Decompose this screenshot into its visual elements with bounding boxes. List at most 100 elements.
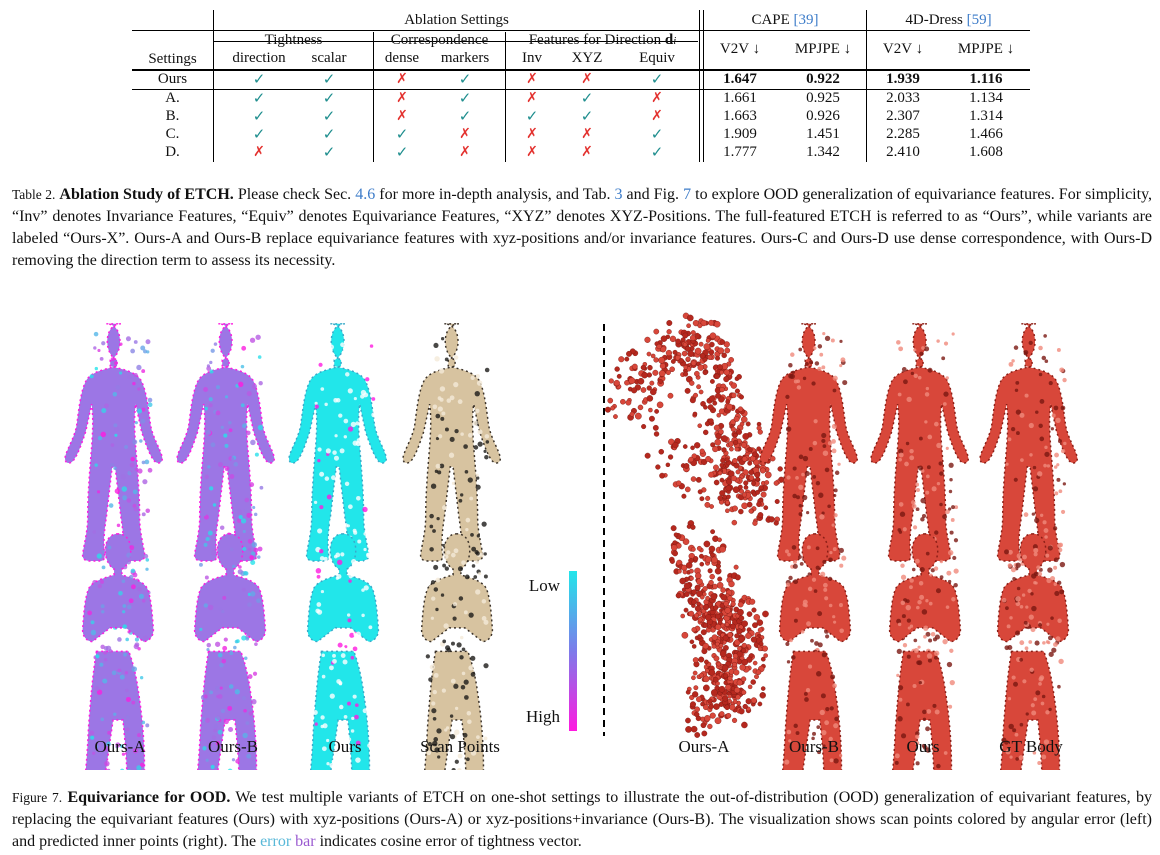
scan-point xyxy=(143,553,149,559)
inner-point xyxy=(637,404,644,411)
scan-point xyxy=(119,371,123,375)
inner-point xyxy=(685,717,691,724)
scan-point xyxy=(344,481,350,487)
header-scalar: scalar xyxy=(311,50,347,66)
scan-point xyxy=(828,603,833,608)
scan-point xyxy=(909,585,913,590)
scan-point xyxy=(799,561,804,566)
scan-point xyxy=(898,502,904,507)
row-setting-name: C. xyxy=(165,126,180,142)
scan-point xyxy=(100,644,105,650)
inner-point xyxy=(749,598,756,605)
scan-point xyxy=(245,430,251,436)
scan-point xyxy=(804,697,809,702)
ref-tab-3[interactable]: 3 xyxy=(614,186,623,203)
inner-point xyxy=(681,350,688,357)
inner-point xyxy=(734,633,740,639)
scan-point xyxy=(142,635,148,641)
scan-point xyxy=(1048,651,1054,657)
scan-point xyxy=(432,689,437,695)
dress-ref[interactable]: [59] xyxy=(966,12,992,28)
inner-point xyxy=(678,358,684,364)
scan-point xyxy=(925,631,931,637)
scan-point xyxy=(1058,658,1064,665)
inner-point xyxy=(692,657,699,663)
scan-point xyxy=(814,641,819,646)
cape-ref[interactable]: [39] xyxy=(793,12,819,28)
scan-point xyxy=(834,470,840,476)
scan-point xyxy=(929,573,933,577)
inner-point xyxy=(696,601,701,607)
scan-point xyxy=(470,655,476,661)
scan-point xyxy=(825,707,830,712)
scan-point xyxy=(147,402,153,408)
inner-point xyxy=(689,397,696,404)
scan-point xyxy=(1019,657,1024,662)
scan-point xyxy=(838,547,844,554)
ref-sec-4-6[interactable]: 4.6 xyxy=(355,186,376,203)
scan-point xyxy=(821,438,826,444)
scan-point xyxy=(451,767,456,773)
scan-point xyxy=(129,545,135,551)
inner-point xyxy=(715,355,721,361)
inner-point xyxy=(750,697,757,704)
scan-point xyxy=(453,683,459,689)
scan-point xyxy=(815,481,821,486)
inner-point xyxy=(719,711,725,717)
scan-point xyxy=(139,439,143,443)
scan-point xyxy=(1006,624,1011,629)
scan-point xyxy=(251,551,256,556)
scan-point xyxy=(458,498,463,503)
inner-point xyxy=(734,388,740,394)
scan-point xyxy=(1008,361,1014,367)
scan-point xyxy=(837,462,841,466)
scan-point xyxy=(934,530,939,535)
scan-point xyxy=(126,560,131,565)
inner-point xyxy=(684,346,691,352)
inner-point xyxy=(666,329,672,335)
scan-point xyxy=(454,706,459,711)
inner-point xyxy=(745,698,752,705)
inner-point xyxy=(685,356,691,362)
scan-point xyxy=(1032,751,1037,755)
scan-point xyxy=(347,701,351,706)
scan-point xyxy=(132,439,138,445)
scan-point xyxy=(250,591,256,597)
inner-point xyxy=(732,661,738,668)
scan-point xyxy=(1059,367,1065,373)
scan-point xyxy=(133,373,138,377)
scan-point xyxy=(124,688,129,693)
scan-point xyxy=(347,618,352,623)
scan-point xyxy=(235,384,239,388)
scan-point xyxy=(906,396,912,403)
inner-point xyxy=(753,614,761,621)
inner-point xyxy=(729,704,736,711)
inner-point xyxy=(748,469,755,476)
scan-point xyxy=(120,744,124,749)
scan-point xyxy=(99,662,104,667)
inner-point xyxy=(732,653,739,659)
scan-point xyxy=(1060,405,1066,411)
ref-fig-7[interactable]: 7 xyxy=(683,186,692,203)
scan-point xyxy=(353,632,357,637)
scan-point xyxy=(839,753,843,758)
scan-point xyxy=(259,485,264,490)
scan-point xyxy=(363,559,369,565)
scan-point xyxy=(1039,513,1044,518)
scan-point xyxy=(249,482,255,488)
scan-point xyxy=(1005,606,1009,611)
scan-point xyxy=(369,643,374,649)
scan-point xyxy=(117,637,122,642)
scan-point xyxy=(258,381,263,386)
inner-point xyxy=(713,424,721,431)
scan-point xyxy=(432,529,436,533)
inner-point xyxy=(637,377,645,385)
scan-point xyxy=(203,542,208,547)
metric-value: 1.314 xyxy=(969,108,1003,124)
scan-point xyxy=(476,534,481,538)
scan-point xyxy=(905,441,910,446)
scan-point xyxy=(796,495,801,500)
scan-point xyxy=(96,553,102,559)
scan-point xyxy=(251,699,257,705)
scan-point xyxy=(100,579,104,584)
